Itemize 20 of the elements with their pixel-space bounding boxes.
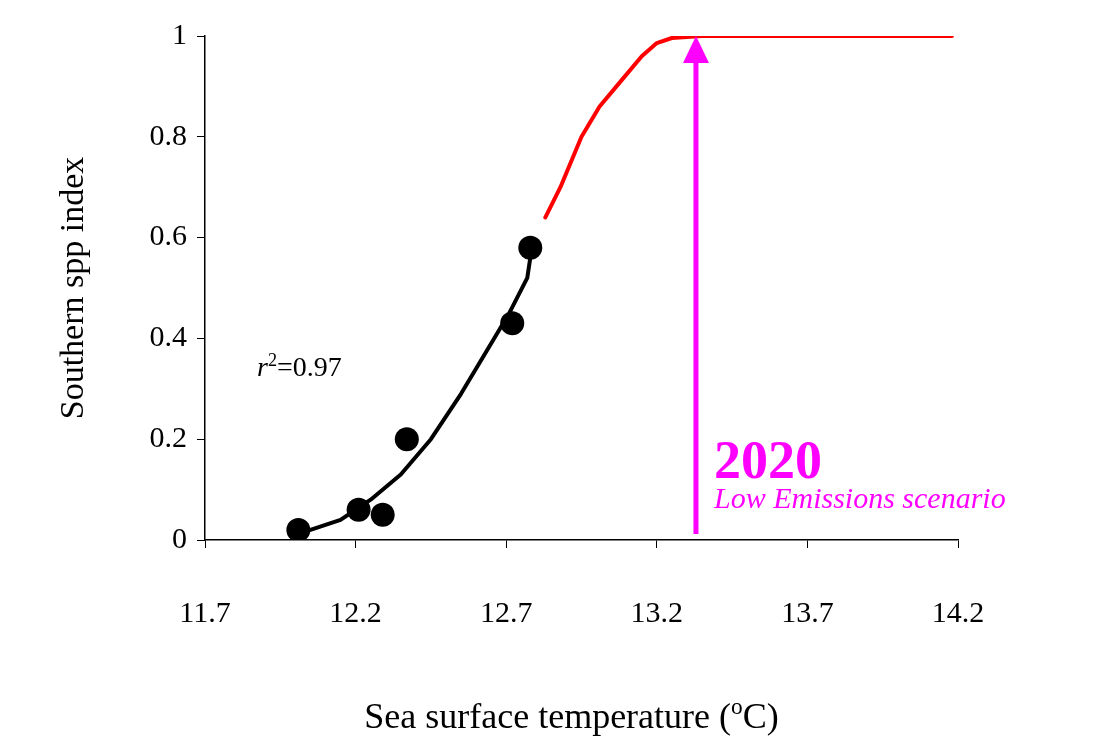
point [394, 427, 419, 452]
y-tick-label: 0.2 [149, 420, 187, 454]
y-tick-label: 0.6 [149, 218, 187, 252]
y-tick-label: 0 [172, 520, 187, 554]
x-tick-label: 13.7 [781, 594, 834, 628]
point [518, 235, 543, 260]
y-tick-label: 0.8 [149, 117, 187, 151]
y-axis-title: Southern spp index [53, 156, 91, 420]
point [370, 502, 395, 527]
y-tick-label: 1 [172, 16, 187, 50]
x-tick-label: 11.7 [179, 594, 231, 628]
point [286, 517, 311, 540]
x-tick-label: 12.7 [479, 594, 533, 628]
y-tick-label: 0.4 [149, 319, 187, 353]
x-tick-label: 13.2 [630, 594, 684, 628]
x-tick-label: 14.2 [931, 594, 985, 628]
annotation: Low Emissions scenario [712, 480, 1006, 514]
point [500, 311, 525, 336]
point [346, 497, 371, 522]
x-tick-label: 12.2 [329, 594, 382, 628]
